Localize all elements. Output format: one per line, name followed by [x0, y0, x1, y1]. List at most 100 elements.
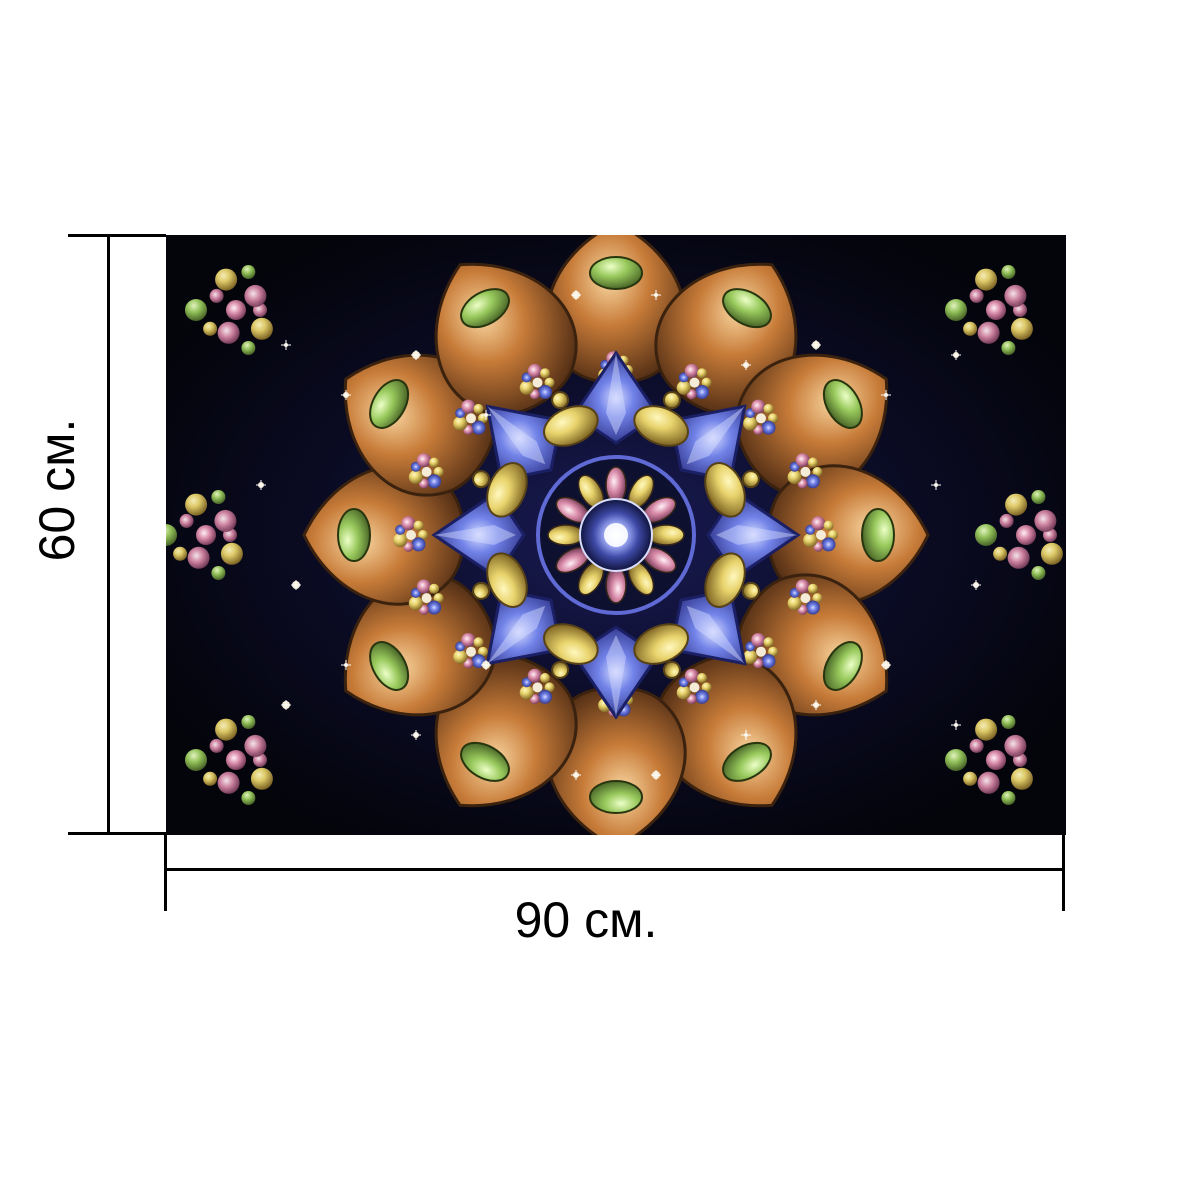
- green-pod: [337, 508, 371, 562]
- corner-bloom: [209, 288, 224, 303]
- blue-star-highlight: [487, 605, 546, 664]
- mid-bulb: [812, 593, 823, 604]
- mid-ring-cluster: [787, 453, 823, 489]
- gold-ring-group: [704, 552, 760, 608]
- corner-bloom: [220, 542, 243, 565]
- mid-bulb: [761, 420, 776, 435]
- mid-bulb: [676, 685, 691, 700]
- mid-bulb: [416, 579, 431, 594]
- corner-bloom: [1034, 509, 1057, 532]
- mid-ring-cluster: [803, 516, 838, 552]
- corner-bloom: [185, 749, 207, 771]
- gold-tip: [551, 391, 570, 410]
- mid-ring-cluster: [676, 363, 712, 400]
- blue-star-highlight: [606, 635, 626, 717]
- mid-bulb: [433, 466, 444, 477]
- gold-bulb: [704, 462, 746, 518]
- corner-bloom: [1004, 734, 1027, 757]
- gold-ring-group: [543, 623, 599, 679]
- corner-core: [226, 300, 246, 320]
- mid-bulb: [471, 420, 486, 435]
- mid-highlight: [756, 646, 766, 657]
- corner-bloom: [1040, 542, 1063, 565]
- mid-bulb: [393, 533, 408, 548]
- mid-bulb: [795, 579, 810, 594]
- corner-bloom: [999, 513, 1014, 528]
- green-pod: [460, 741, 510, 782]
- corner-cluster: [185, 265, 273, 355]
- center-petal: [547, 524, 585, 546]
- gold-tip: [662, 660, 681, 679]
- gold-tip: [741, 470, 760, 489]
- center-petal-group: [605, 566, 627, 604]
- mid-bulb: [676, 380, 691, 395]
- gold-tip: [662, 391, 681, 410]
- corner-bloom: [209, 738, 224, 753]
- gold-bulb: [486, 462, 528, 518]
- blue-star-highlight: [686, 605, 745, 664]
- mid-bulb: [429, 583, 440, 594]
- blue-star-point: [485, 588, 563, 666]
- outer-petal-group: [735, 353, 889, 497]
- green-pod: [369, 379, 410, 429]
- corner-bloom: [977, 321, 1000, 344]
- gold-tip: [472, 470, 491, 489]
- mid-bulb: [761, 654, 776, 669]
- mid-ring-cluster: [676, 668, 712, 705]
- blue-star-group: [669, 404, 747, 482]
- mid-bulb: [807, 583, 818, 594]
- mid-bulb: [763, 637, 774, 648]
- mid-bulb: [805, 474, 820, 489]
- corner-bloom: [217, 771, 240, 794]
- corner-bloom: [241, 791, 256, 805]
- outer-petal-group: [766, 464, 930, 606]
- mid-bulb: [803, 533, 818, 548]
- gold-bulb: [704, 552, 746, 608]
- sparkle: [341, 390, 351, 400]
- artwork-image: [166, 235, 1066, 835]
- corner-bloom: [1031, 490, 1046, 504]
- gold-ring-group: [543, 391, 599, 447]
- green-pod: [369, 641, 410, 691]
- sparkle: [651, 290, 661, 300]
- mid-bulb: [805, 600, 820, 615]
- corner-bloom: [969, 288, 984, 303]
- outer-petal-group: [302, 464, 466, 606]
- corner-core: [1016, 525, 1036, 545]
- corner-bloom: [244, 734, 267, 757]
- mid-bulb: [684, 363, 699, 378]
- mid-bulb: [821, 537, 836, 552]
- kaleidoscope-pattern: [166, 235, 1066, 835]
- corner-bloom: [1031, 566, 1046, 580]
- mid-ring-cluster: [393, 516, 428, 552]
- mid-bulb: [695, 385, 709, 399]
- corner-cluster: [945, 265, 1033, 355]
- sparkle: [881, 390, 891, 400]
- mid-bulb: [768, 413, 778, 424]
- mid-bulb: [544, 682, 555, 693]
- corner-bloom: [244, 284, 267, 307]
- mid-bulb: [429, 457, 440, 468]
- mid-highlight: [800, 593, 811, 604]
- mid-bulb: [544, 377, 555, 388]
- corner-bloom: [1001, 715, 1016, 729]
- green-pod: [589, 780, 643, 814]
- green-pod: [822, 641, 863, 691]
- corner-core: [196, 525, 216, 545]
- sparkle: [931, 480, 941, 490]
- blue-star-highlight: [487, 406, 546, 465]
- mid-bulb: [795, 453, 810, 468]
- corner-bloom: [217, 321, 240, 344]
- mid-ring-cluster: [743, 633, 778, 669]
- sparkle: [951, 350, 961, 360]
- blue-star-point: [669, 588, 747, 666]
- green-pod: [861, 508, 895, 562]
- corner-bloom: [945, 299, 967, 321]
- height-dimension-label: 60 см.: [29, 418, 85, 562]
- mid-highlight: [421, 593, 432, 604]
- mid-bulb: [697, 368, 707, 379]
- corner-bloom: [969, 738, 984, 753]
- sparkle: [651, 770, 661, 780]
- blue-star-group: [485, 588, 563, 666]
- corner-cluster: [975, 490, 1063, 580]
